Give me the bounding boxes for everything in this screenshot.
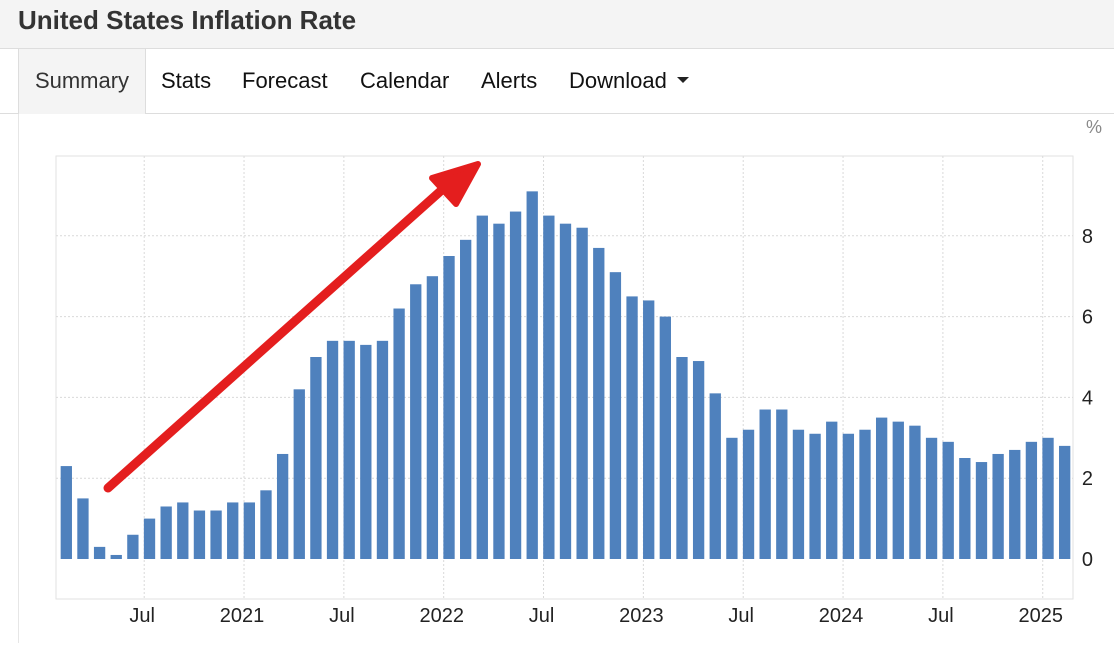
bar-44[interactable] [792,429,805,559]
bar-33[interactable] [609,272,622,559]
bar-48[interactable] [859,429,871,559]
bar-16[interactable] [326,340,339,559]
chart-area: 0 2 4 6 8 Jul 2021 Jul 2022 Jul 2023 Jul 2024 Jul 202… [0,114,1114,643]
bar-53[interactable] [942,441,954,559]
x-tick-label-1: 2021 [220,605,265,627]
bar-25[interactable] [476,215,488,559]
y-tick-label-4: 4 [1082,387,1093,409]
bar-46[interactable] [826,421,838,559]
x-tick-label-6: Jul [728,605,754,627]
bar-22[interactable] [426,276,439,559]
tab-download[interactable]: Download [569,49,689,113]
tab-stats[interactable]: Stats [161,68,212,93]
tab-bar: Summary Stats Forecast Calendar Alerts D… [0,49,1114,114]
tab-download-label: Download [569,68,667,93]
bar-7[interactable] [177,502,189,559]
bar-0[interactable] [60,466,72,559]
y-tick-label-6: 6 [1082,307,1093,329]
bar-37[interactable] [676,357,688,559]
bar-13[interactable] [276,453,289,559]
bar-10[interactable] [227,502,239,559]
bar-19[interactable] [376,340,389,559]
bar-55[interactable] [975,462,988,559]
panel-border [18,114,19,643]
bar-17[interactable] [343,340,355,559]
bar-49[interactable] [875,417,888,559]
bar-9[interactable] [210,510,222,559]
bar-38[interactable] [692,361,705,559]
bar-24[interactable] [460,239,472,559]
bar-27[interactable] [509,211,522,559]
page-header: United States Inflation Rate [0,0,1114,49]
bar-23[interactable] [443,256,455,559]
bar-36[interactable] [659,316,671,559]
x-tick-label-7: 2024 [819,605,864,627]
trend-arrow-head [429,161,481,207]
bar-52[interactable] [925,437,938,559]
chevron-down-icon [676,77,689,84]
bar-29[interactable] [543,215,555,559]
bar-20[interactable] [393,308,405,559]
y-tick-label-2: 2 [1082,468,1093,490]
plot-frame [55,155,1074,600]
bar-60[interactable] [1059,445,1071,559]
x-tick-label-3: 2022 [419,605,464,627]
x-tick-label-4: Jul [529,605,555,627]
bar-2[interactable] [93,546,106,559]
tab-summary[interactable]: Summary [18,49,146,114]
bar-8[interactable] [193,510,206,559]
trend-arrow-annotation [103,161,481,493]
bar-1[interactable] [77,498,89,559]
bar-26[interactable] [493,223,505,559]
bar-54[interactable] [959,458,971,559]
bar-14[interactable] [293,389,305,559]
y-tick-label-0: 0 [1082,549,1093,571]
bar-21[interactable] [410,284,422,559]
bar-35[interactable] [643,300,655,559]
bar-28[interactable] [526,191,538,560]
bar-40[interactable] [726,437,738,559]
bar-45[interactable] [809,433,821,559]
tab-alerts[interactable]: Alerts [481,68,538,93]
bar-18[interactable] [360,344,372,559]
tab-calendar[interactable]: Calendar [360,68,450,93]
bar-30[interactable] [559,223,572,559]
bar-43[interactable] [776,409,788,559]
page-title: United States Inflation Rate [18,5,357,35]
bar-34[interactable] [626,296,638,559]
bar-12[interactable] [260,490,272,559]
bar-56[interactable] [992,453,1004,559]
bar-57[interactable] [1009,449,1021,559]
bar-31[interactable] [576,227,588,559]
bar-3[interactable] [110,554,122,559]
bar-47[interactable] [842,433,855,559]
tab-forecast[interactable]: Forecast [242,68,328,93]
bar-6[interactable] [160,506,172,559]
bar-41[interactable] [742,429,755,559]
inflation-bar-chart: 0 2 4 6 8 Jul 2021 Jul 2022 Jul 2023 Jul 2024 Jul 202… [55,117,1102,627]
bar-51[interactable] [909,425,921,559]
bar-32[interactable] [593,247,605,560]
bar-59[interactable] [1042,437,1054,559]
bar-4[interactable] [127,534,139,559]
y-axis-ticks: 0 2 4 6 8 [1082,226,1093,571]
y-tick-label-8: 8 [1082,226,1093,248]
bar-5[interactable] [143,518,156,559]
bar-42[interactable] [759,409,771,559]
bar-15[interactable] [310,357,322,559]
x-tick-label-8: Jul [928,605,954,627]
x-tick-label-5: 2023 [619,605,664,627]
x-tick-label-9: 2025 [1018,605,1063,627]
chart-bars [60,191,1071,560]
bar-58[interactable] [1025,441,1038,559]
bar-11[interactable] [243,502,256,559]
trend-arrow-shaft [103,183,449,493]
bar-50[interactable] [892,421,904,559]
x-axis-ticks: Jul 2021 Jul 2022 Jul 2023 Jul 2024 Jul 2025 [129,605,1063,627]
x-tick-label-2: Jul [329,605,355,627]
y-axis-unit: % [1086,117,1102,137]
bar-39[interactable] [709,393,721,559]
x-tick-label-0: Jul [129,605,155,627]
